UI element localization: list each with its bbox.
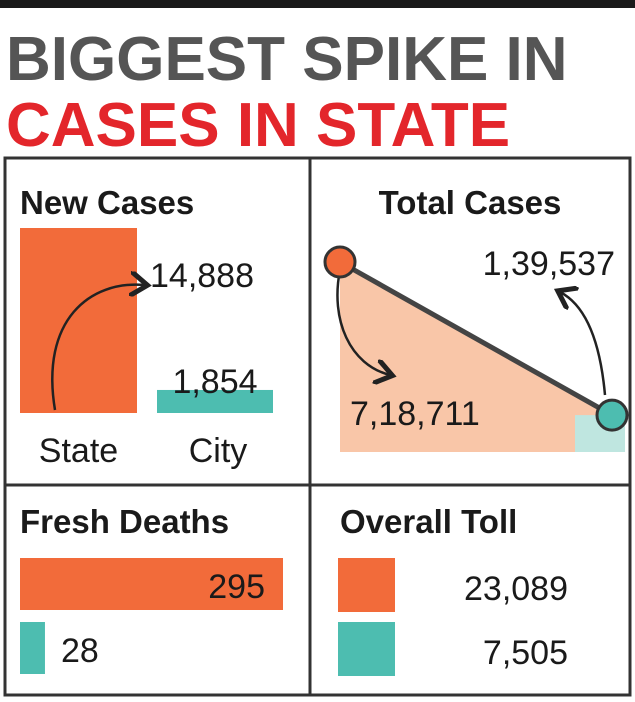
value-label: 14,888	[150, 257, 254, 295]
panel-title: Fresh Deaths	[20, 503, 229, 540]
bar	[20, 558, 283, 610]
value-label: 23,089	[464, 570, 568, 608]
panel-title: Overall Toll	[340, 503, 517, 540]
headline: CASES IN STATE	[6, 91, 510, 160]
arrow	[560, 292, 607, 396]
bar	[157, 389, 273, 413]
category-label: State	[39, 432, 118, 470]
arrow	[336, 269, 390, 375]
panel-title: New Cases	[20, 184, 194, 221]
area	[340, 262, 612, 452]
panel-frame	[3, 156, 632, 697]
value-label: 28	[61, 632, 99, 670]
value-label: 1,39,537	[483, 245, 615, 283]
point	[323, 245, 357, 279]
key-swatch	[338, 558, 395, 612]
top-rule	[0, 0, 635, 8]
value-label: 1,854	[172, 363, 257, 401]
point	[595, 398, 629, 432]
headline: BIGGEST SPIKE IN	[6, 25, 568, 94]
bar	[20, 622, 45, 674]
category-label: City	[189, 432, 248, 470]
bar	[20, 228, 137, 413]
panel-title: Total Cases	[379, 184, 562, 221]
key-swatch	[338, 622, 395, 676]
value-label: 295	[208, 568, 265, 606]
value-label: 7,505	[483, 634, 568, 672]
value-label: 7,18,711	[350, 395, 480, 433]
arrow	[51, 285, 145, 411]
line	[338, 259, 614, 418]
